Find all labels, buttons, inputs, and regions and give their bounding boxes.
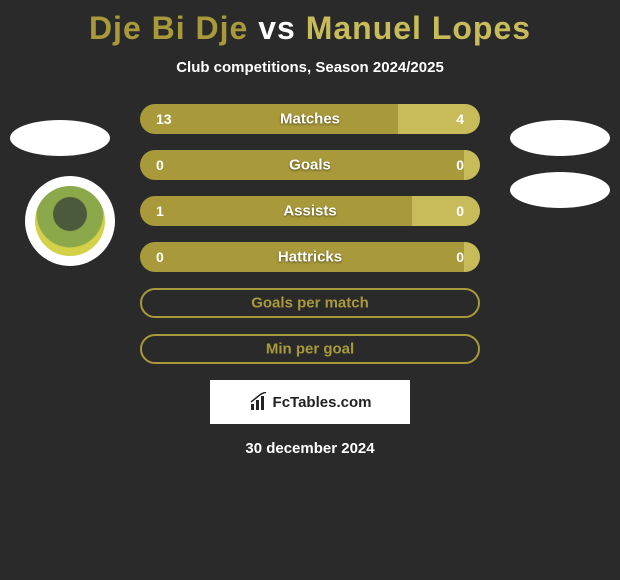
player1-club-badge [25,176,115,266]
player1-name: Dje Bi Dje [89,10,248,46]
stat-right-value: 4 [398,104,480,134]
stat-right-value: 0 [412,196,480,226]
stat-row-goals: 00Goals [140,150,480,180]
stat-left-value: 1 [140,196,412,226]
player2-badge-placeholder [510,120,610,156]
brand-box: FcTables.com [210,380,410,424]
stat-label: Matches [280,111,340,128]
stat-label: Assists [283,203,336,220]
stat-label: Min per goal [266,341,354,358]
stat-label: Goals [289,157,331,174]
stat-row-hattricks: 00Hattricks [140,242,480,272]
stat-right-value [464,242,480,272]
player2-name: Manuel Lopes [306,10,531,46]
stat-left-value: 13 [140,104,398,134]
brand-chart-icon [249,392,269,412]
stat-right-value [464,150,480,180]
page-title: Dje Bi Dje vs Manuel Lopes [0,10,620,47]
stat-label: Hattricks [278,249,342,266]
stat-row-matches: 134 Matches [140,104,480,134]
player1-badge-placeholder [10,120,110,156]
vs-text: vs [258,10,296,46]
stat-right-value: 0 [456,157,464,173]
subtitle: Club competitions, Season 2024/2025 [0,59,620,76]
club-crest-icon [35,186,105,256]
stats-bars: 134Matches00Goals10Assists00HattricksGoa… [140,104,480,364]
stat-row-min-per-goal: Min per goal [140,334,480,364]
comparison-infographic: Dje Bi Dje vs Manuel Lopes Club competit… [0,0,620,467]
stat-label: Goals per match [251,295,369,312]
player2-club-placeholder [510,172,610,208]
brand-text: FcTables.com [273,394,372,411]
stat-right-value: 0 [456,249,464,265]
stat-row-goals-per-match: Goals per match [140,288,480,318]
stat-row-assists: 10 Assists [140,196,480,226]
date-text: 30 december 2024 [0,440,620,457]
